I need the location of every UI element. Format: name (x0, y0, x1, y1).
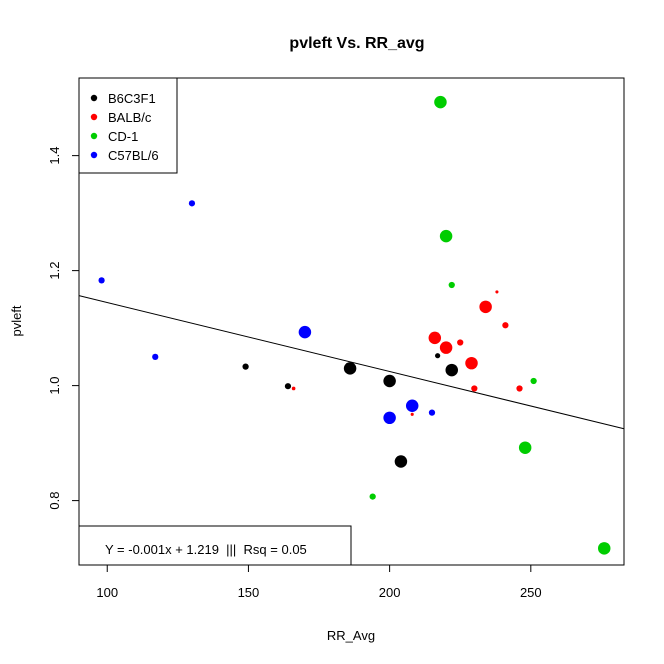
x-tick-label: 150 (238, 585, 260, 600)
point-c57bl-6 (405, 399, 419, 412)
point-balb-c (410, 412, 414, 416)
point-b6c3f1 (343, 362, 357, 375)
point-balb-c (502, 322, 509, 329)
point-balb-c (457, 339, 464, 346)
point-c57bl-6 (152, 353, 159, 360)
x-tick-label: 250 (520, 585, 542, 600)
legend-label: CD-1 (108, 129, 138, 144)
legend-marker (90, 132, 98, 140)
point-b6c3f1 (284, 383, 292, 390)
point-balb-c (439, 341, 453, 354)
point-b6c3f1 (394, 455, 408, 468)
y-tick-label: 0.8 (47, 492, 62, 510)
legend-marker (90, 151, 98, 159)
y-tick-label: 1.0 (47, 377, 62, 395)
point-cd-1 (369, 493, 376, 500)
x-tick-label: 200 (379, 585, 401, 600)
point-c57bl-6 (428, 409, 436, 416)
x-axis: 100 150 200 250 (96, 564, 542, 600)
regression-line (78, 295, 625, 430)
equation-box: Y = -0.001x + 1.219 ||| Rsq = 0.05 (78, 525, 352, 566)
legend-label: BALB/c (108, 110, 152, 125)
chart-title: pvleft Vs. RR_avg (289, 35, 424, 52)
point-balb-c (428, 331, 442, 345)
point-cd-1 (518, 441, 532, 454)
point-c57bl-6 (298, 325, 312, 339)
plot-contents (78, 95, 625, 555)
point-balb-c (495, 290, 499, 294)
data-points (98, 95, 611, 555)
y-tick-label: 1.4 (47, 147, 62, 165)
legend-marker (90, 94, 98, 102)
point-b6c3f1 (435, 353, 441, 359)
legend-marker (90, 113, 98, 121)
point-c57bl-6 (383, 411, 396, 425)
point-c57bl-6 (98, 277, 105, 284)
point-balb-c (479, 300, 492, 314)
regression-equation: Y = -0.001x + 1.219 ||| Rsq = 0.05 (105, 542, 307, 557)
point-b6c3f1 (242, 363, 249, 370)
point-c57bl-6 (188, 200, 196, 207)
x-axis-label: RR_Avg (327, 628, 375, 643)
point-cd-1 (597, 542, 611, 555)
point-b6c3f1 (445, 363, 458, 377)
legend: B6C3F1 BALB/c CD-1 C57BL/6 (78, 77, 178, 174)
y-axis: 0.8 1.0 1.2 1.4 (47, 147, 79, 510)
x-tick-label: 100 (96, 585, 118, 600)
point-cd-1 (434, 95, 447, 109)
equation-frame (78, 525, 352, 566)
y-axis-label: pvleft (9, 305, 24, 336)
point-balb-c (291, 386, 296, 391)
point-cd-1 (439, 229, 453, 243)
point-b6c3f1 (383, 374, 396, 388)
point-cd-1 (530, 377, 537, 385)
point-cd-1 (448, 281, 455, 289)
legend-label: B6C3F1 (108, 91, 156, 106)
point-balb-c (471, 385, 478, 392)
legend-label: C57BL/6 (108, 148, 159, 163)
point-balb-c (465, 356, 478, 370)
point-balb-c (516, 385, 523, 392)
y-tick-label: 1.2 (47, 262, 62, 280)
